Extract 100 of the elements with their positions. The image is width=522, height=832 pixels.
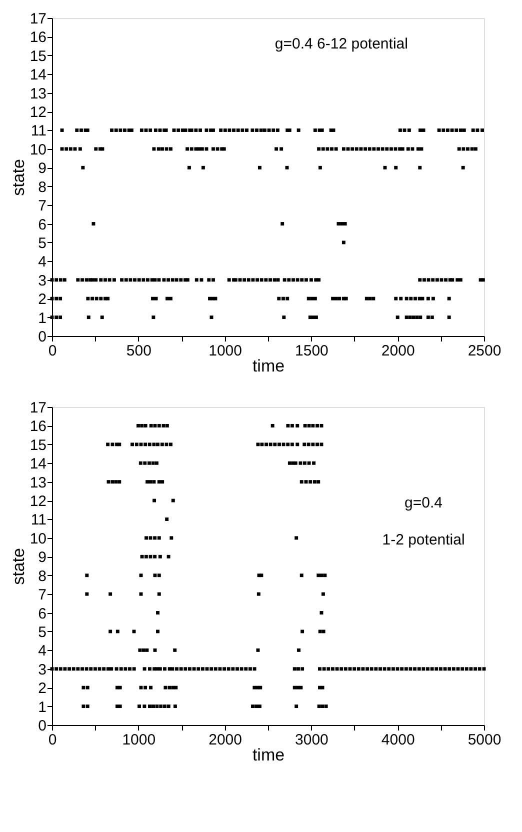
point [147,461,151,465]
point [250,704,254,708]
point [143,461,147,465]
point [323,574,327,578]
point [138,648,142,652]
point [201,166,205,170]
point [316,442,319,446]
point [312,480,316,484]
point [311,424,315,428]
point [81,166,85,170]
point [431,296,435,300]
point [106,442,110,446]
point [173,704,177,708]
point [306,442,310,446]
point [286,296,290,300]
point [166,704,170,708]
y-tick-label: 0 [38,718,46,734]
point [108,592,112,596]
point [311,442,315,446]
point [152,147,156,151]
y-tick-label: 7 [38,198,46,215]
point [326,147,330,151]
point [86,686,90,690]
x-tick-label: 2500 [468,342,502,360]
point [160,480,164,484]
point [153,536,157,540]
point [152,316,156,320]
point [100,147,104,151]
point [321,592,325,596]
point [294,704,298,708]
point [318,166,322,170]
point [165,424,169,428]
point [385,147,389,151]
point [157,592,161,596]
point [130,442,134,446]
point [372,296,376,300]
annotation: 1-2 potential [382,531,465,548]
point [466,147,470,151]
y-tick-label: 3 [38,272,46,290]
point [286,424,290,428]
point [394,147,398,151]
point [338,296,342,300]
point [408,316,412,320]
x-tick-label: 1500 [295,342,328,360]
y-tick-label: 8 [38,568,46,585]
point [359,147,363,151]
point [258,704,262,708]
y-tick-label: 9 [38,549,46,566]
point [322,630,326,634]
point [160,147,164,151]
point [58,316,62,320]
point [142,704,146,708]
point [280,222,284,226]
point [320,611,324,614]
point [457,147,461,151]
point [256,592,260,596]
point [320,424,324,428]
point [118,442,122,446]
point [406,147,410,151]
point [152,442,156,446]
point [474,147,478,151]
point [100,316,104,320]
point [144,686,148,690]
point [134,442,138,446]
point [162,424,166,428]
point [334,147,338,151]
point [136,424,140,428]
y-tick-label: 17 [30,400,46,416]
y-tick-label: 11 [30,122,46,140]
y-tick-label: 4 [38,254,46,271]
point [364,147,368,151]
x-tick-label: 3000 [295,732,328,748]
point [118,480,122,484]
point [462,147,466,151]
point [426,316,430,320]
point [140,554,144,558]
y-tick-label: 6 [38,216,46,234]
point [344,296,348,300]
y-tick-label: 4 [38,642,46,660]
point [108,630,112,634]
point [116,630,120,634]
y-tick-label: 13 [30,474,46,492]
point [418,316,422,320]
y-axis-title: state [8,159,28,196]
y-tick-label: 13 [30,85,46,102]
point [340,222,344,226]
point [260,442,264,446]
point [154,296,158,300]
point [394,166,398,170]
point [168,296,172,300]
point [78,147,82,151]
point [68,147,72,151]
x-tick-label: 5000 [468,732,502,748]
point [330,147,334,151]
point [154,461,158,465]
y-tick-label: 12 [30,104,46,122]
point [316,480,320,484]
point [166,554,170,558]
point [187,166,191,170]
point [273,442,277,446]
